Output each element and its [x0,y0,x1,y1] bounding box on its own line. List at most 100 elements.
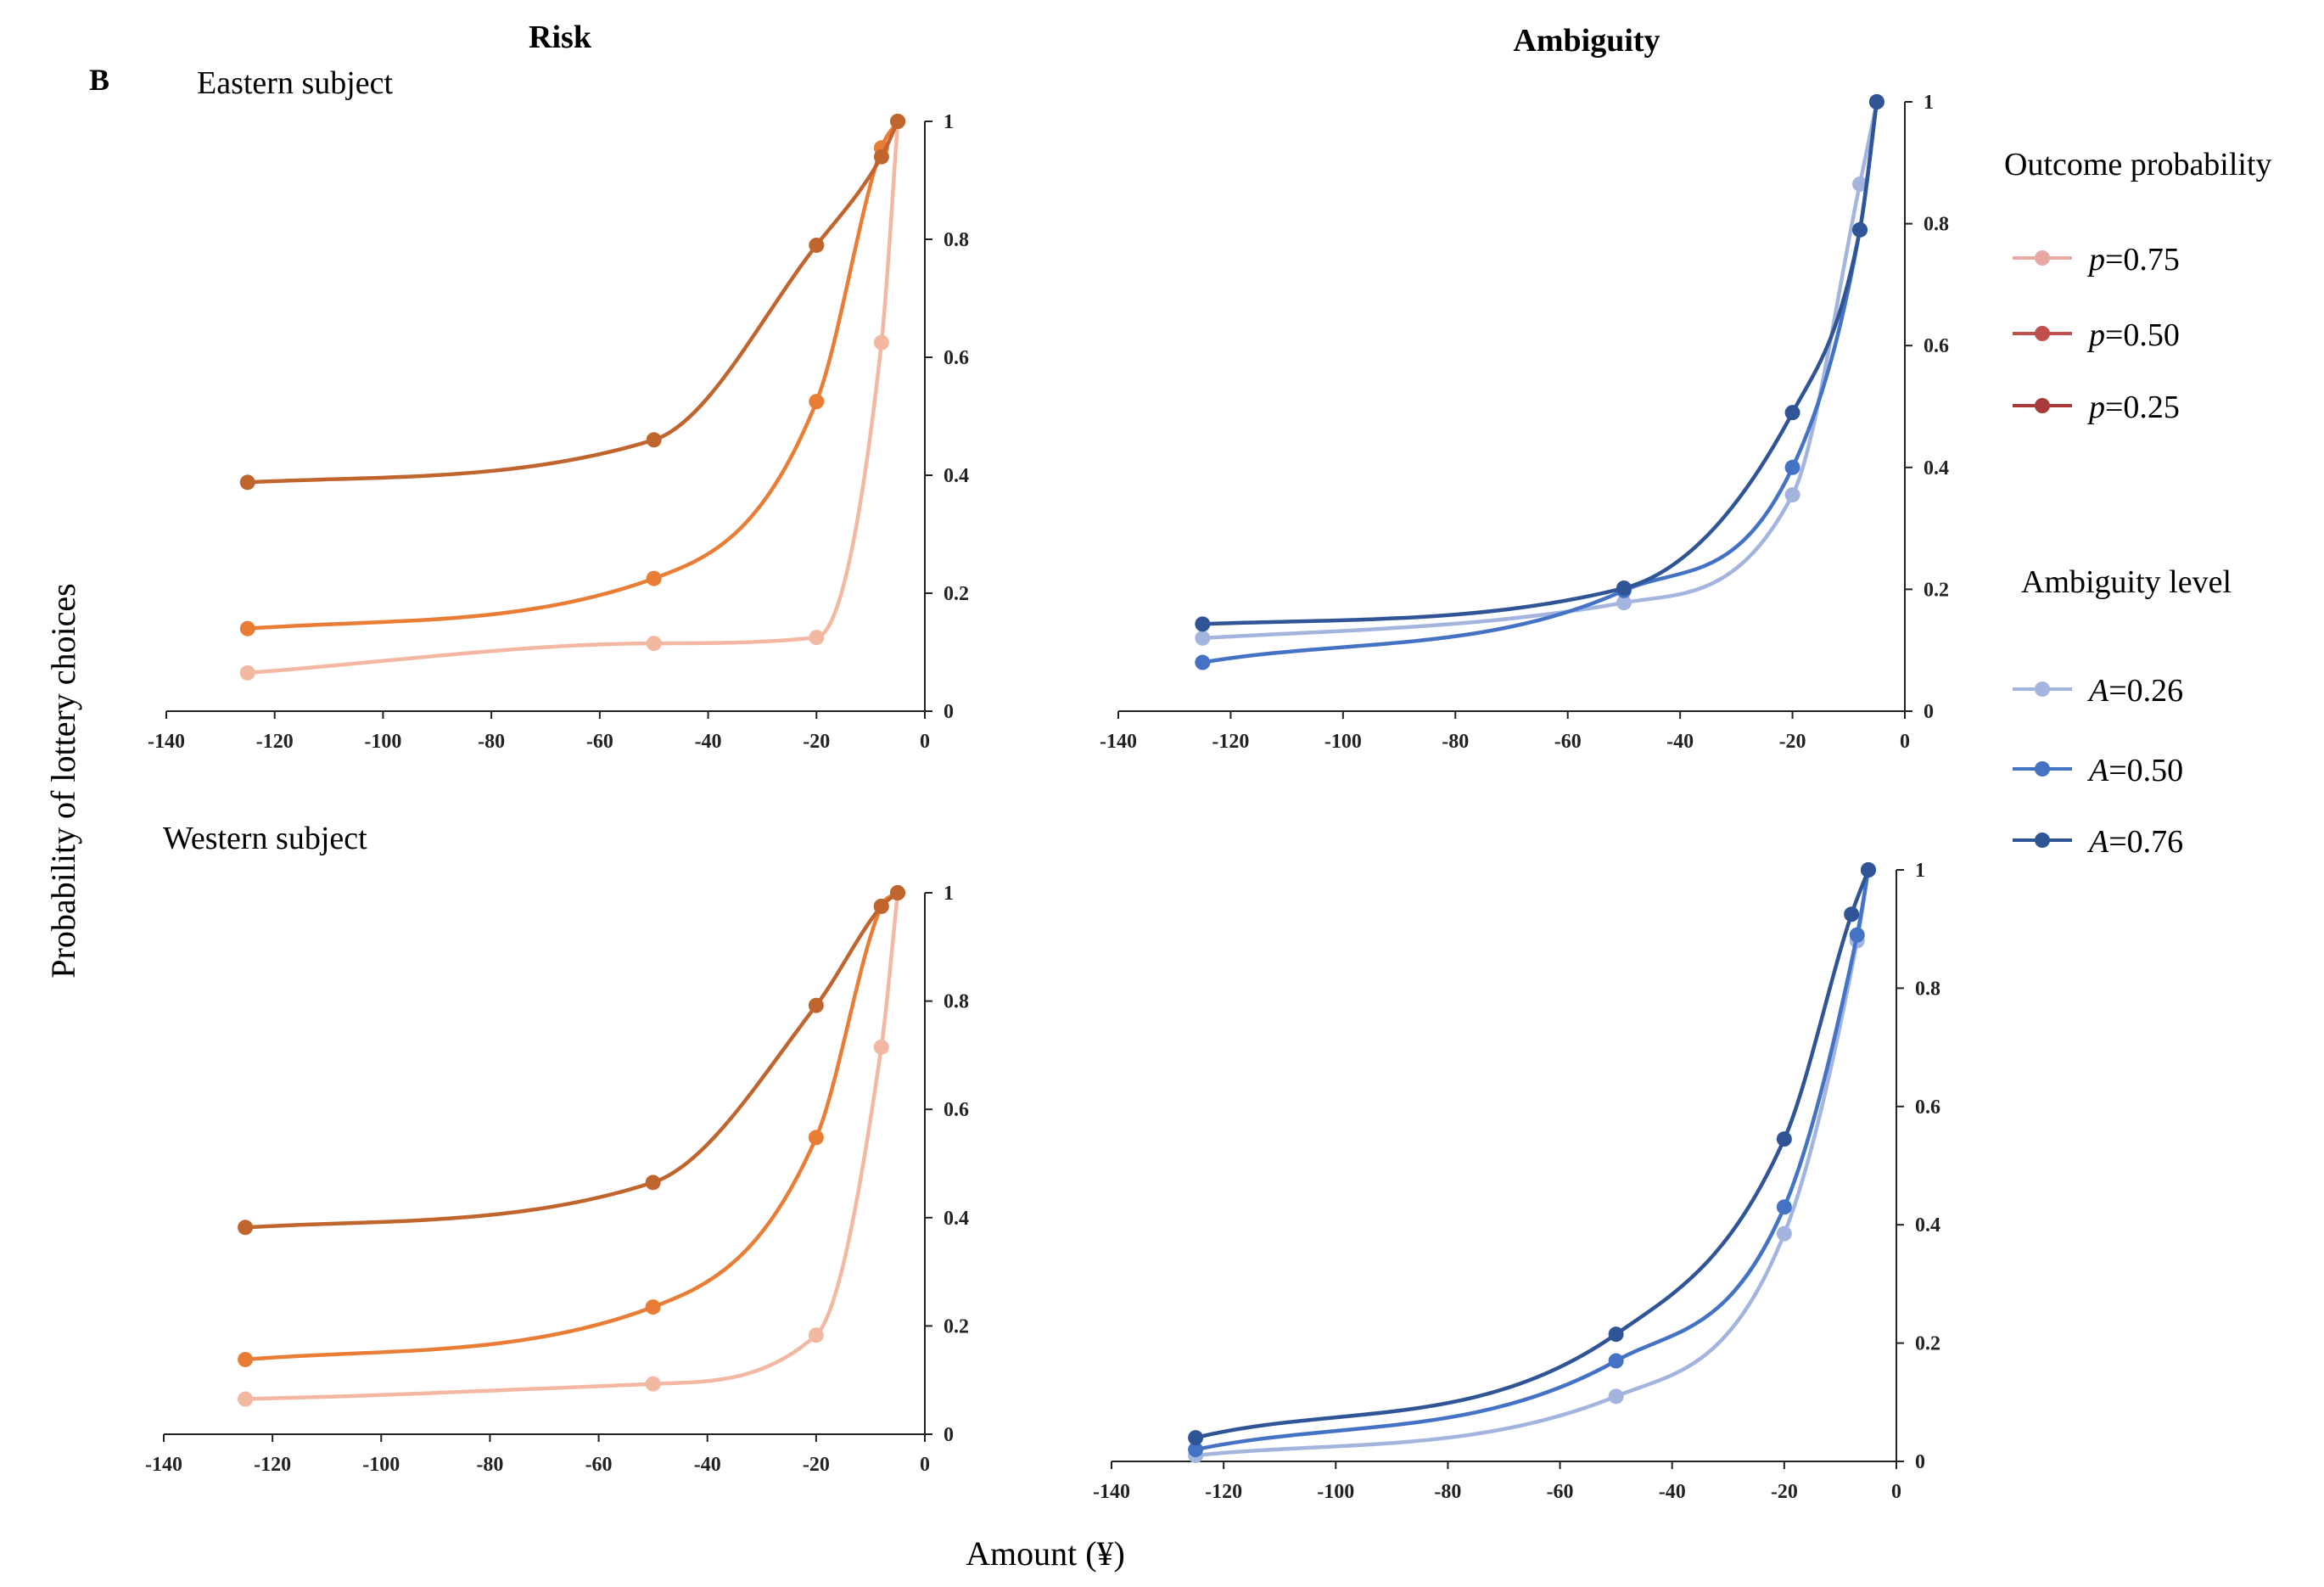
data-point [1784,487,1800,503]
series-line [245,119,900,485]
y-tick-label: 0.2 [1915,1333,1940,1355]
data-point [238,1351,254,1367]
data-point [1195,654,1211,670]
legend-risk-item: p=0.25 [2013,390,2180,425]
x-tick-label: -140 [145,1454,182,1476]
data-point [238,1220,254,1236]
series-line [1201,99,1879,626]
x-tick-label: -80 [478,731,505,753]
y-tick-label: 0 [1924,701,1934,723]
y-tick-label: 0.2 [1924,579,1949,601]
data-point [808,1130,824,1146]
x-tick-label: -40 [694,1454,721,1476]
data-point [1849,927,1865,943]
legend-ambiguity-item: A=0.26 [2013,673,2183,709]
x-tick-label: 0 [1891,1481,1901,1503]
legend-risk-item-label: p=0.50 [2086,317,2180,353]
y-tick-label: 0.8 [1924,214,1949,236]
x-tick-label: -100 [364,731,401,753]
data-point [1852,222,1868,238]
x-tick-label: -40 [1666,731,1694,753]
data-point [645,1175,661,1191]
y-tick-label: 0.8 [1915,978,1940,1000]
legend-swatch-marker [2035,250,2050,266]
x-axis-title: Amount (¥) [966,1534,1125,1573]
x-tick-label: -80 [1442,731,1469,753]
x-tick-label: 0 [1900,731,1910,753]
data-point [645,1299,661,1315]
y-tick-label: 0.4 [1915,1214,1940,1237]
legend-variable: p [2086,242,2105,278]
data-point [1868,94,1884,109]
x-tick-label: -100 [362,1454,400,1476]
series-line [243,890,900,1401]
legend-value: =0.50 [2105,317,2180,353]
data-point [645,1376,661,1392]
x-tick-label: -100 [1317,1481,1354,1503]
data-point [1776,1199,1792,1215]
legend-risk: Outcome probability p=0.75 p=0.50 p=0.25 [2004,147,2272,425]
y-tick-label: 0.2 [944,1315,969,1337]
series-line [245,119,900,676]
series-line [1201,99,1879,641]
x-tick-label: 0 [920,731,930,753]
western-subject-title: Western subject [163,821,367,856]
eastern-subject-title: Eastern subject [197,65,394,101]
data-point [646,636,662,652]
legend-value: =0.25 [2105,390,2180,425]
x-tick-label: -20 [803,1454,830,1476]
legend-risk-item-label: p=0.25 [2086,390,2180,425]
legend-variable: p [2086,390,2105,425]
x-tick-label: -140 [1093,1481,1130,1503]
data-point [889,885,905,900]
data-point [809,630,825,646]
legend-ambiguity-item-label: A=0.50 [2086,753,2183,788]
x-tick-label: -20 [1779,731,1806,753]
data-point [1608,1353,1624,1369]
x-tick-label: 0 [920,1454,930,1476]
x-tick-label: -120 [256,731,294,753]
series-line [243,890,900,1362]
legend-variable: p [2086,317,2105,353]
x-tick-label: -60 [585,1454,613,1476]
y-tick-label: 0.6 [1915,1096,1940,1119]
y-tick-label: 0.8 [944,991,969,1013]
legend-value: =0.50 [2108,753,2183,788]
series-line [1193,867,1871,1452]
legend-swatch-marker [2035,681,2050,697]
x-tick-label: -80 [476,1454,503,1476]
data-point [809,394,825,410]
data-point [1608,1326,1624,1343]
legend-value: =0.26 [2108,673,2183,709]
series-line [243,890,900,1230]
legend-ambiguity-item: A=0.50 [2013,753,2183,788]
risk-eastern-panel: -140 -120 -100 -80 -60 -40 -20 00 0.2 0.4 0.6 0.8 1 [148,111,969,753]
y-tick-label: 0.6 [1924,335,1949,357]
legend-risk-item: p=0.75 [2013,242,2180,278]
data-point [239,474,255,491]
risk-western-panel: -140 -120 -100 -80 -60 -40 -20 00 0.2 0.4 0.6 0.8 1 [145,883,969,1476]
legend-swatch-marker [2035,833,2050,848]
data-point [1776,1131,1792,1147]
legend-ambiguity-item-label: A=0.26 [2086,673,2183,709]
data-point [873,149,889,165]
x-tick-label: -140 [148,731,185,753]
x-tick-label: -140 [1100,731,1137,753]
legend-ambiguity: Ambiguity level A=0.26 A=0.50 A=0.76 [2013,564,2232,860]
data-point [890,114,906,129]
data-point [808,997,824,1013]
legend-variable: A [2086,824,2109,860]
legend-risk-item-label: p=0.75 [2086,242,2180,278]
data-point [1195,616,1211,632]
y-tick-label: 0 [944,701,954,723]
series-line [1193,867,1871,1458]
x-tick-label: -120 [254,1454,291,1476]
y-tick-label: 1 [1915,860,1925,882]
y-tick-label: 1 [944,111,954,133]
legend-value: =0.76 [2108,824,2183,860]
x-tick-label: -120 [1205,1481,1242,1503]
data-point [1616,595,1632,611]
x-tick-label: -40 [1659,1481,1686,1503]
legend-risk-title: Outcome probability [2004,147,2272,182]
